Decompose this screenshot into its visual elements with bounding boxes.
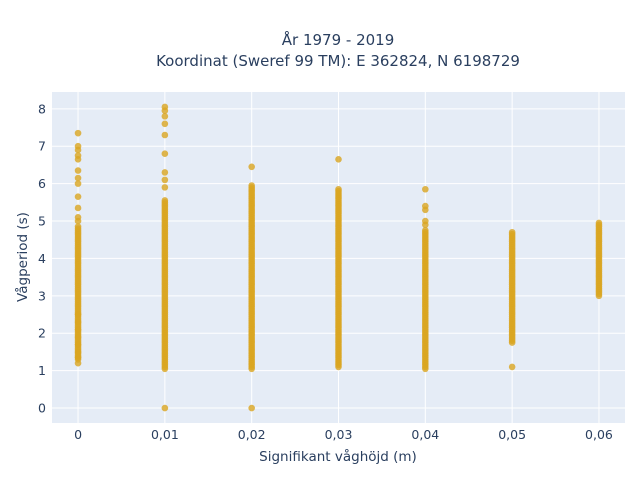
data-point: [161, 103, 169, 111]
y-tick-label: 8: [38, 101, 46, 116]
data-point: [248, 163, 255, 171]
data-point: [248, 404, 255, 412]
data-point: [161, 150, 169, 158]
y-axis-title: Vågperiod (s): [14, 212, 31, 302]
data-point: [161, 176, 169, 184]
x-tick-label: 0,05: [498, 427, 526, 442]
chart-subtitle: Koordinat (Sweref 99 TM): E 362824, N 61…: [156, 52, 520, 70]
data-point: [248, 182, 255, 189]
data-point: [508, 363, 516, 371]
data-point: [74, 193, 82, 201]
y-tick-label: 1: [38, 363, 46, 378]
data-point: [595, 219, 603, 227]
x-axis-title: Signifikant våghöjd (m): [259, 448, 417, 465]
data-point: [74, 359, 82, 367]
y-tick-label: 6: [38, 176, 46, 191]
data-point: [74, 318, 82, 326]
data-point: [161, 184, 169, 191]
data-point: [161, 113, 169, 120]
data-point: [74, 326, 82, 333]
data-point: [74, 129, 82, 137]
data-point: [161, 131, 169, 139]
data-point: [161, 169, 169, 176]
data-point: [335, 156, 342, 163]
data-point: [422, 202, 429, 210]
data-point: [74, 142, 82, 150]
x-tick-label: 0,04: [411, 427, 439, 442]
y-tick-label: 2: [38, 326, 46, 341]
data-point: [422, 185, 429, 193]
data-point: [161, 120, 169, 128]
x-tick-label: 0: [74, 427, 82, 442]
y-tick-label: 5: [38, 214, 46, 229]
y-tick-label: 0: [38, 401, 46, 416]
data-point: [422, 227, 429, 234]
x-tick-label: 0,06: [585, 427, 613, 442]
data-point: [74, 311, 82, 318]
data-point: [74, 152, 82, 159]
data-point: [335, 185, 342, 193]
data-point: [74, 174, 82, 182]
data-point: [161, 404, 169, 412]
x-tick-label: 0,02: [238, 427, 266, 442]
data-point: [74, 204, 82, 212]
data-point: [74, 333, 82, 341]
y-tick-label: 3: [38, 288, 46, 303]
data-points: [74, 103, 603, 412]
data-point: [508, 228, 516, 236]
x-tick-labels: 0 0,01 0,02 0,03 0,04 0,05 0,06: [74, 427, 613, 442]
chart-title: År 1979 - 2019: [282, 30, 395, 49]
data-point: [74, 341, 82, 348]
y-tick-label: 7: [38, 139, 46, 154]
y-tick-labels: 0 1 2 3 4 5 6 7 8: [38, 101, 46, 415]
data-point: [422, 217, 429, 225]
data-point: [161, 197, 169, 204]
data-point: [74, 354, 82, 361]
data-point: [74, 213, 82, 221]
data-point: [74, 223, 82, 230]
data-point: [74, 348, 82, 356]
x-tick-label: 0,03: [325, 427, 353, 442]
x-tick-label: 0,01: [151, 427, 179, 442]
y-tick-label: 4: [38, 251, 46, 266]
data-point: [74, 180, 82, 187]
data-point: [74, 167, 82, 174]
